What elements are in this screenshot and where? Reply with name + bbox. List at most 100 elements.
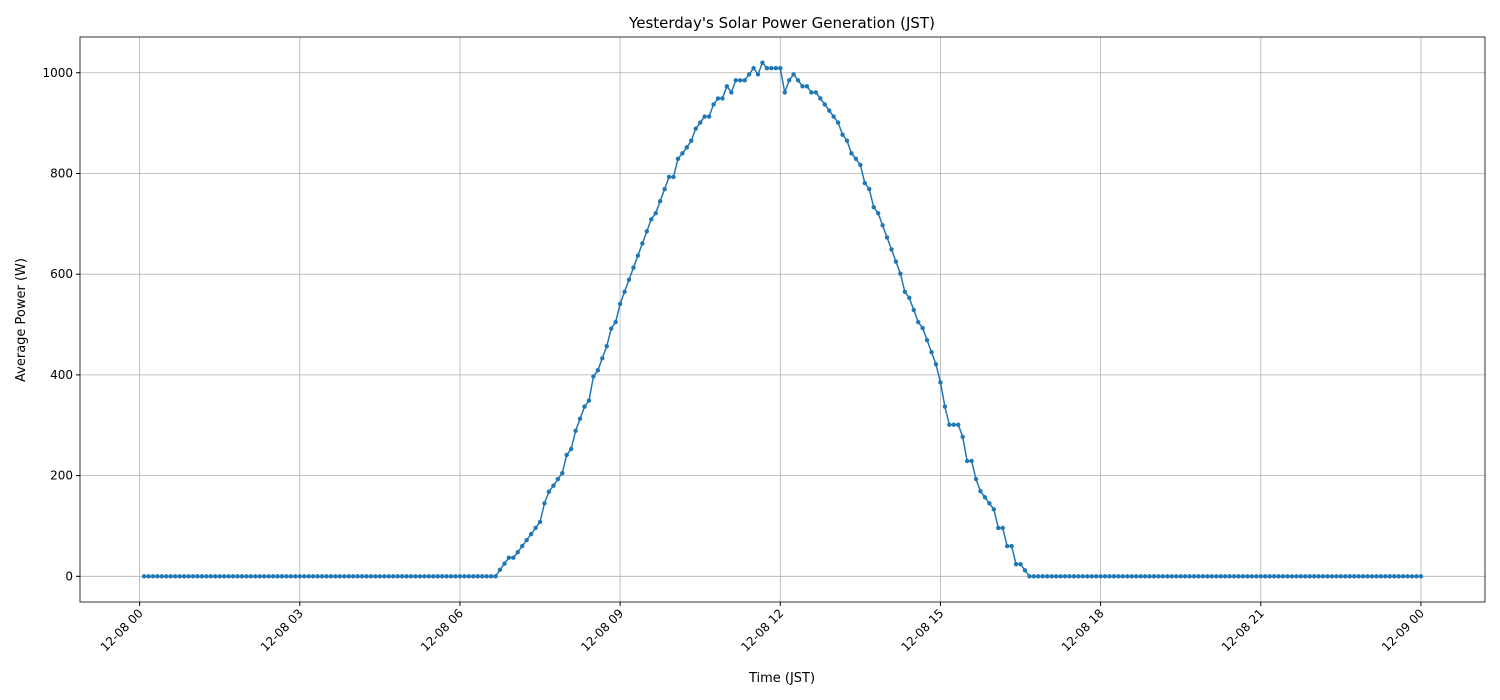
data-point [275, 574, 280, 579]
data-point [680, 151, 685, 156]
data-point [626, 277, 632, 282]
data-point [337, 574, 343, 579]
y-tick-label: 200 [50, 469, 73, 483]
data-point [844, 138, 850, 143]
data-point [738, 78, 743, 83]
data-point [1311, 574, 1317, 579]
data-point [1098, 574, 1103, 579]
data-point [146, 574, 151, 579]
data-point [1285, 574, 1290, 579]
data-point [551, 483, 556, 488]
data-point [1231, 574, 1237, 579]
data-point [1040, 574, 1045, 579]
data-point [1280, 574, 1286, 579]
data-point [1071, 574, 1077, 579]
data-point [422, 574, 427, 579]
data-point [800, 84, 805, 89]
x-tick-label: 12-08 21 [1219, 606, 1267, 654]
data-point [649, 217, 654, 222]
data-point [297, 574, 302, 579]
data-point [1245, 574, 1250, 579]
data-point [929, 350, 934, 355]
data-point [742, 78, 747, 83]
data-point [217, 574, 222, 579]
data-point [951, 422, 956, 427]
data-point [827, 108, 832, 113]
data-point [818, 96, 823, 101]
data-point [1133, 574, 1139, 579]
data-point [1116, 574, 1121, 579]
data-point [186, 574, 191, 579]
data-point [1338, 574, 1344, 579]
data-point [920, 325, 925, 331]
data-point [782, 90, 787, 95]
data-point [1369, 574, 1375, 579]
data-point [1303, 574, 1308, 579]
data-point [764, 66, 770, 71]
data-point [1004, 543, 1010, 549]
data-point [840, 132, 845, 137]
data-point [1067, 574, 1072, 579]
data-point [1076, 574, 1081, 579]
data-point [640, 241, 645, 246]
data-point [1151, 574, 1157, 579]
data-point [884, 235, 890, 240]
data-point [426, 574, 432, 579]
data-point [1316, 574, 1321, 579]
data-point [942, 404, 948, 409]
data-point [266, 574, 271, 579]
data-point [1249, 574, 1255, 579]
data-point [141, 574, 147, 579]
data-point [1365, 574, 1370, 579]
data-point [1227, 574, 1232, 579]
data-point [1191, 574, 1197, 579]
data-point [862, 180, 868, 186]
data-point [746, 72, 752, 77]
data-point [1320, 574, 1326, 579]
data-point [898, 271, 903, 276]
data-point [1356, 574, 1361, 579]
data-point [1049, 574, 1054, 579]
y-tick-label: 1000 [42, 66, 73, 80]
data-point [208, 574, 214, 579]
data-point [391, 574, 396, 579]
data-point [1409, 574, 1415, 579]
data-point [702, 114, 707, 119]
data-point [399, 574, 405, 579]
y-axis-label: Average Power (W) [14, 258, 29, 382]
data-point [484, 574, 489, 579]
data-point [1222, 574, 1228, 579]
x-tick-label: 12-08 12 [738, 606, 786, 654]
data-point [604, 343, 609, 349]
data-point [560, 470, 565, 476]
data-point [1329, 574, 1335, 579]
plot-frame [79, 36, 1486, 603]
data-point [982, 495, 988, 500]
data-point [657, 198, 663, 204]
data-point [479, 574, 485, 579]
data-point [573, 428, 578, 433]
data-point [684, 145, 690, 150]
data-point [204, 574, 209, 579]
data-point [488, 574, 494, 579]
y-tick-label: 400 [50, 368, 73, 382]
data-point [835, 120, 841, 125]
data-point [947, 422, 952, 427]
y-tick-label: 0 [65, 569, 73, 583]
data-point [1089, 574, 1094, 579]
data-point [1125, 574, 1130, 579]
data-point [1058, 574, 1063, 579]
data-point [261, 574, 267, 579]
data-point [600, 356, 605, 361]
data-point [373, 574, 378, 579]
data-point [270, 574, 276, 579]
data-point [969, 458, 974, 464]
data-point [279, 574, 285, 579]
data-point [1383, 574, 1388, 579]
data-point [1031, 574, 1037, 579]
data-point [1178, 574, 1183, 579]
data-point [1045, 574, 1050, 579]
data-point [973, 476, 979, 482]
data-point [244, 574, 249, 579]
data-point [1165, 574, 1170, 579]
